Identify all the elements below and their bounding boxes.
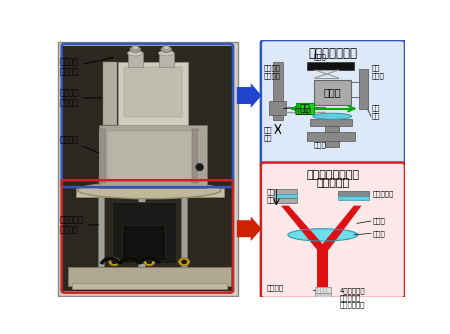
Bar bbox=[112, 202, 176, 264]
Bar bbox=[122, 225, 165, 260]
Text: 液体
試料: 液体 試料 bbox=[372, 105, 380, 119]
Bar bbox=[315, 293, 331, 298]
Bar bbox=[103, 62, 117, 125]
Ellipse shape bbox=[130, 46, 141, 52]
Bar bbox=[63, 46, 233, 291]
Bar bbox=[181, 194, 187, 267]
Ellipse shape bbox=[144, 258, 155, 266]
Bar bbox=[274, 194, 297, 198]
Ellipse shape bbox=[146, 260, 153, 264]
Bar bbox=[310, 119, 352, 126]
Polygon shape bbox=[317, 250, 328, 287]
Bar bbox=[125, 67, 182, 117]
Text: 距離測定部: 距離測定部 bbox=[316, 178, 350, 188]
Bar bbox=[58, 42, 238, 296]
Ellipse shape bbox=[288, 229, 358, 241]
Text: ずり: ずり bbox=[300, 104, 310, 113]
FancyBboxPatch shape bbox=[261, 40, 405, 166]
Text: 測定表面: 測定表面 bbox=[294, 108, 311, 114]
Ellipse shape bbox=[77, 182, 221, 199]
Bar bbox=[314, 299, 332, 311]
Bar bbox=[338, 196, 369, 200]
Ellipse shape bbox=[181, 260, 187, 264]
FancyArrow shape bbox=[237, 216, 261, 241]
Polygon shape bbox=[317, 206, 362, 250]
Bar bbox=[68, 267, 230, 287]
Text: 回折格子: 回折格子 bbox=[266, 284, 284, 291]
Bar bbox=[307, 132, 356, 141]
Text: 静電
容量計: 静電 容量計 bbox=[372, 65, 384, 79]
FancyBboxPatch shape bbox=[261, 163, 405, 298]
Bar bbox=[359, 69, 368, 109]
Polygon shape bbox=[281, 206, 328, 250]
Text: ツインパスによる: ツインパスによる bbox=[306, 170, 360, 180]
Bar bbox=[314, 80, 351, 105]
Ellipse shape bbox=[127, 50, 143, 56]
Bar bbox=[270, 101, 287, 115]
Bar bbox=[192, 129, 198, 182]
Text: 共振ずり測定部: 共振ずり測定部 bbox=[308, 47, 357, 60]
Text: 表面
駆動: 表面 駆動 bbox=[263, 126, 272, 141]
Text: 参照光: 参照光 bbox=[373, 218, 385, 224]
Ellipse shape bbox=[111, 260, 117, 264]
Text: 試料
部分: 試料 部分 bbox=[266, 189, 275, 203]
Bar bbox=[99, 125, 207, 188]
Text: 差動バネ
ステージ: 差動バネ ステージ bbox=[263, 65, 280, 79]
Bar bbox=[274, 189, 297, 194]
Text: ツインパス
ユニット: ツインパス ユニット bbox=[59, 215, 99, 234]
Text: レンズ: レンズ bbox=[373, 230, 385, 237]
Text: レーザー光源: レーザー光源 bbox=[340, 301, 365, 308]
Text: 固定ミラー: 固定ミラー bbox=[373, 190, 394, 197]
Ellipse shape bbox=[196, 163, 203, 171]
Bar bbox=[296, 103, 315, 114]
Bar bbox=[338, 191, 369, 196]
Text: 距離制御
用モータ: 距離制御 用モータ bbox=[59, 57, 113, 77]
Text: 板ばね: 板ばね bbox=[313, 53, 326, 60]
Bar bbox=[158, 53, 174, 67]
Bar bbox=[127, 53, 143, 67]
Ellipse shape bbox=[313, 113, 351, 119]
Ellipse shape bbox=[179, 258, 189, 266]
Text: 共振ずり
ユニット: 共振ずり ユニット bbox=[59, 88, 102, 108]
Text: 板ばね: 板ばね bbox=[313, 142, 326, 148]
Ellipse shape bbox=[163, 46, 169, 50]
FancyArrow shape bbox=[237, 83, 261, 108]
Bar bbox=[118, 62, 188, 125]
Ellipse shape bbox=[132, 46, 139, 50]
Ellipse shape bbox=[161, 46, 172, 52]
Bar bbox=[99, 129, 105, 182]
Ellipse shape bbox=[158, 50, 174, 56]
Ellipse shape bbox=[109, 258, 120, 266]
Bar bbox=[61, 45, 234, 293]
Bar bbox=[315, 287, 331, 293]
Bar bbox=[307, 62, 354, 70]
Bar bbox=[98, 194, 104, 267]
Bar bbox=[76, 188, 225, 197]
Bar bbox=[274, 198, 297, 202]
Text: ピエゾ: ピエゾ bbox=[324, 88, 341, 98]
Bar bbox=[72, 283, 227, 289]
Text: チャンバ: チャンバ bbox=[59, 136, 99, 153]
Bar bbox=[273, 62, 283, 120]
Text: 4分割フォト
ダイオード: 4分割フォト ダイオード bbox=[340, 287, 365, 302]
Bar bbox=[107, 131, 200, 181]
Bar bbox=[139, 194, 144, 267]
Bar bbox=[325, 126, 339, 147]
